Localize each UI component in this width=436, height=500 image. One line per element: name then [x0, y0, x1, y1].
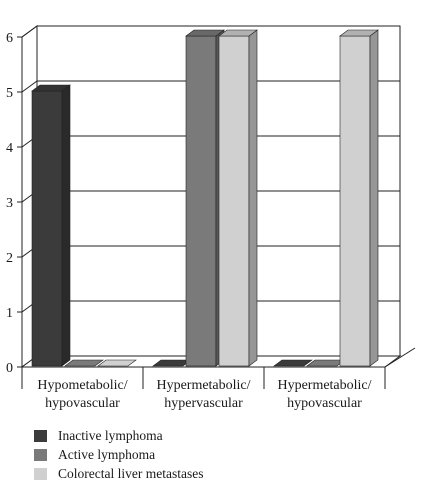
bar-top — [273, 359, 313, 367]
bar-top — [31, 84, 71, 92]
bar — [31, 84, 71, 367]
legend-label: Active lymphoma — [58, 446, 156, 462]
bar-front — [31, 90, 63, 367]
bar-side — [248, 29, 258, 367]
legend-label: Inactive lymphoma — [58, 427, 163, 443]
bar — [339, 29, 379, 367]
bars — [31, 29, 379, 367]
bar-front — [218, 35, 250, 367]
bar-side — [61, 84, 71, 367]
x-category-label: Hypermetabolic/hypovascular — [277, 378, 371, 411]
bar — [97, 359, 137, 367]
legend-label: Colorectal liver metastases — [58, 465, 204, 481]
legend-item: Inactive lymphoma — [34, 426, 203, 445]
bar-front — [339, 35, 371, 367]
y-tick-label: 2 — [6, 251, 13, 266]
legend-swatch — [34, 429, 47, 442]
gridline-side — [21, 80, 38, 93]
legend-item: Active lymphoma — [34, 445, 203, 464]
bar — [218, 29, 258, 367]
y-tick-label: 4 — [6, 141, 13, 156]
floor-edge — [384, 347, 416, 368]
bar-top — [218, 29, 258, 37]
x-category-label: Hypermetabolic/hypervascular — [156, 378, 250, 411]
y-tick-label: 1 — [6, 306, 13, 321]
bar-side — [369, 29, 379, 367]
y-tick-label: 5 — [6, 86, 13, 101]
y-tick-label: 6 — [6, 31, 13, 46]
legend-swatch — [34, 467, 47, 480]
y-tick-label: 3 — [6, 196, 13, 211]
y-tick-label: 0 — [6, 361, 13, 376]
bar-top — [339, 29, 379, 37]
bar — [273, 359, 313, 367]
bar — [64, 359, 104, 367]
legend-item: Colorectal liver metastases — [34, 464, 203, 483]
x-category-label: Hypometabolic/hypovascular — [37, 378, 127, 411]
bar-top — [185, 29, 225, 37]
legend: Inactive lymphoma Active lymphoma Colorect… — [34, 426, 203, 483]
x-axis-labels: Hypometabolic/hypovascular Hypermetabolic… — [21, 367, 386, 411]
bar-top — [97, 359, 137, 367]
y-axis-ticks: 0 1 2 3 4 5 6 — [6, 31, 22, 376]
legend-swatch — [34, 448, 47, 461]
bar-front — [185, 35, 217, 367]
gridline-side — [21, 25, 38, 38]
bar-top — [64, 359, 104, 367]
bar — [185, 29, 225, 367]
